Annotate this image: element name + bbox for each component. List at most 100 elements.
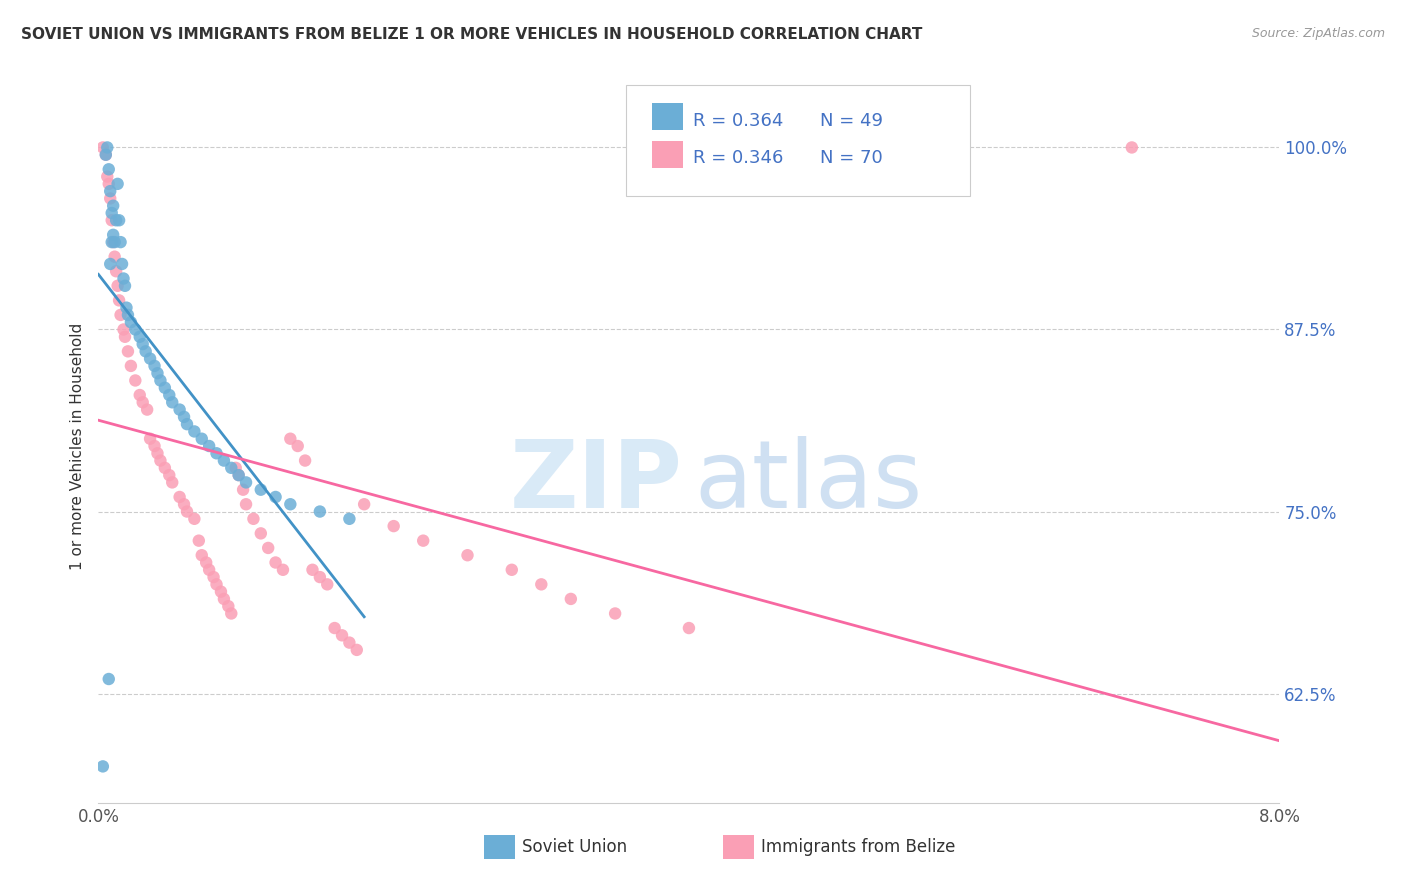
Point xyxy=(191,432,214,446)
Point xyxy=(128,388,150,402)
Point xyxy=(110,235,132,249)
Point xyxy=(91,759,114,773)
Point xyxy=(183,425,205,439)
Point xyxy=(678,621,700,635)
Point xyxy=(205,446,228,460)
Point xyxy=(530,577,553,591)
Point xyxy=(294,453,316,467)
Point xyxy=(176,504,198,518)
Point xyxy=(501,563,523,577)
Point xyxy=(146,446,169,460)
Point xyxy=(280,497,302,511)
Point xyxy=(94,147,117,161)
Text: ZIP: ZIP xyxy=(510,435,683,528)
Text: R = 0.364: R = 0.364 xyxy=(693,112,783,129)
Point xyxy=(173,409,195,424)
Point xyxy=(235,475,257,490)
Point xyxy=(117,308,139,322)
Point xyxy=(135,344,157,359)
Point xyxy=(112,322,135,336)
Point xyxy=(183,512,205,526)
Point xyxy=(316,577,339,591)
Point xyxy=(309,570,332,584)
Point xyxy=(153,460,176,475)
Point xyxy=(242,512,264,526)
Point xyxy=(124,374,146,388)
Point xyxy=(146,366,169,380)
Point xyxy=(257,541,280,555)
Y-axis label: 1 or more Vehicles in Household: 1 or more Vehicles in Household xyxy=(69,322,84,570)
Point xyxy=(212,591,235,606)
Point xyxy=(120,359,142,373)
Point xyxy=(228,468,250,483)
Point xyxy=(115,301,138,315)
Point xyxy=(117,344,139,359)
Point xyxy=(100,206,122,220)
Text: atlas: atlas xyxy=(695,435,924,528)
Point xyxy=(104,250,127,264)
Text: SOVIET UNION VS IMMIGRANTS FROM BELIZE 1 OR MORE VEHICLES IN HOUSEHOLD CORRELATI: SOVIET UNION VS IMMIGRANTS FROM BELIZE 1… xyxy=(21,27,922,42)
Point xyxy=(128,330,150,344)
Point xyxy=(91,140,114,154)
Point xyxy=(187,533,209,548)
Point xyxy=(280,432,302,446)
Point xyxy=(301,563,323,577)
Point xyxy=(198,439,221,453)
Point xyxy=(330,628,353,642)
Point xyxy=(225,460,247,475)
Point xyxy=(157,388,180,402)
Text: R = 0.346: R = 0.346 xyxy=(693,149,783,167)
Point xyxy=(209,584,232,599)
Point xyxy=(100,213,122,227)
Point xyxy=(198,563,221,577)
Point xyxy=(104,235,127,249)
Point xyxy=(132,337,155,351)
Point xyxy=(97,177,120,191)
Point xyxy=(98,184,121,198)
Point xyxy=(108,293,131,308)
Point xyxy=(139,432,162,446)
Text: Immigrants from Belize: Immigrants from Belize xyxy=(761,838,955,856)
Point xyxy=(149,374,172,388)
Point xyxy=(169,490,191,504)
Point xyxy=(98,191,121,205)
Point xyxy=(232,483,254,497)
Point xyxy=(110,308,132,322)
Point xyxy=(560,591,582,606)
Point xyxy=(287,439,309,453)
Point xyxy=(143,439,166,453)
Text: Soviet Union: Soviet Union xyxy=(522,838,627,856)
Point xyxy=(217,599,239,614)
Point xyxy=(132,395,155,409)
Point xyxy=(412,533,434,548)
Point xyxy=(176,417,198,432)
Point xyxy=(107,177,129,191)
Point xyxy=(120,315,142,329)
Point xyxy=(235,497,257,511)
Point xyxy=(221,607,243,621)
Text: N = 70: N = 70 xyxy=(820,149,883,167)
Point xyxy=(94,147,117,161)
Point xyxy=(100,235,122,249)
Point xyxy=(339,635,361,649)
Point xyxy=(195,556,218,570)
Point xyxy=(191,548,214,562)
Point xyxy=(169,402,191,417)
Point xyxy=(162,395,183,409)
Point xyxy=(149,453,172,467)
Point xyxy=(202,570,225,584)
Text: N = 49: N = 49 xyxy=(820,112,883,129)
Point xyxy=(250,483,273,497)
Point xyxy=(1121,140,1143,154)
Point xyxy=(221,460,243,475)
Point xyxy=(108,213,131,227)
Point xyxy=(271,563,294,577)
Point xyxy=(96,169,118,184)
Point xyxy=(139,351,162,366)
Point xyxy=(173,497,195,511)
Point xyxy=(153,381,176,395)
Point xyxy=(309,504,332,518)
Point xyxy=(98,257,121,271)
Point xyxy=(339,512,361,526)
Point xyxy=(264,490,287,504)
